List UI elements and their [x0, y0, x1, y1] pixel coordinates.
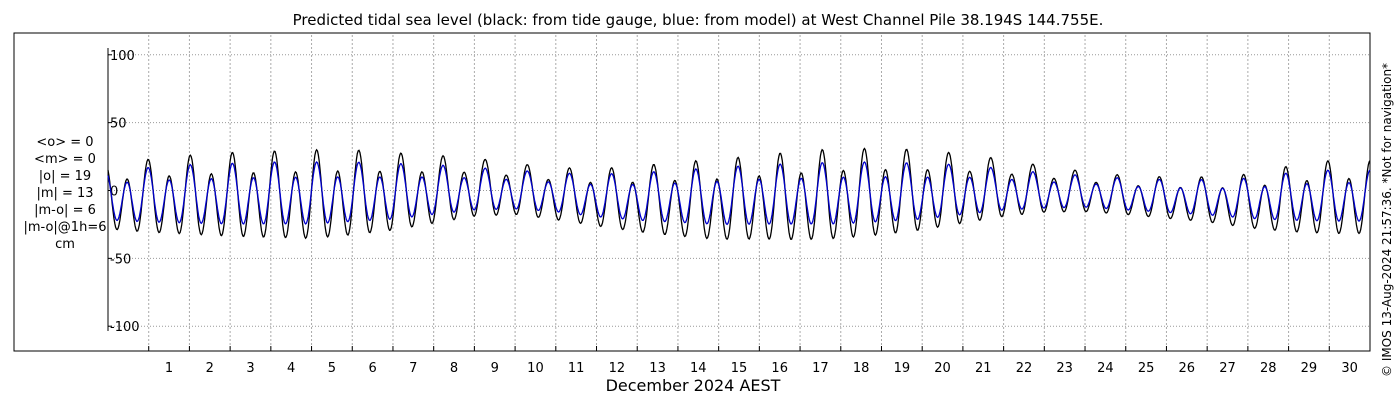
observed-series-line — [107, 147, 1371, 241]
x-tick-label: 23 — [1056, 361, 1073, 376]
x-tick-label: 3 — [246, 361, 254, 376]
x-tick-label: 6 — [368, 361, 376, 376]
x-tick-label: 14 — [690, 361, 707, 376]
x-tick-label: 11 — [568, 361, 585, 376]
statistics-panel: <o> = 0 <m> = 0 |o| = 19 |m| = 13 |m-o| … — [24, 135, 107, 252]
x-tick-label: 1 — [165, 361, 173, 376]
x-tick-label: 25 — [1138, 361, 1155, 376]
y-tick-label: -100 — [110, 320, 140, 335]
y-tick-label: 50 — [110, 117, 127, 132]
x-tick-label: 27 — [1219, 361, 1236, 376]
x-tick-label: 29 — [1301, 361, 1318, 376]
stat-abs-observed: |o| = 19 — [39, 169, 91, 184]
x-axis: 1 2 3 4 5 6 7 8 9 10 11 12 13 14 15 16 17 18 19 20 21 22 23 24 2… — [148, 346, 1358, 376]
x-tick-label: 8 — [450, 361, 458, 376]
y-tick-label: 100 — [110, 49, 135, 64]
x-tick-label: 26 — [1179, 361, 1196, 376]
x-tick-label: 16 — [771, 361, 788, 376]
y-tick-label: 0 — [110, 185, 118, 200]
x-tick-label: 5 — [328, 361, 336, 376]
stat-mean-observed: <o> = 0 — [36, 135, 93, 150]
x-tick-label: 17 — [812, 361, 829, 376]
y-tick-label: -50 — [110, 252, 131, 267]
x-tick-label: 20 — [934, 361, 951, 376]
stat-abs-model: |m| = 13 — [36, 186, 93, 201]
x-tick-label: 12 — [609, 361, 626, 376]
model-series-line — [107, 161, 1371, 226]
stat-abs-diff: |m-o| = 6 — [34, 203, 96, 218]
x-tick-label: 7 — [409, 361, 417, 376]
x-tick-label: 13 — [649, 361, 666, 376]
x-tick-label: 19 — [894, 361, 911, 376]
x-tick-label: 18 — [853, 361, 870, 376]
x-tick-label: 24 — [1097, 361, 1114, 376]
x-tick-label: 10 — [527, 361, 544, 376]
outer-frame — [13, 32, 1371, 352]
x-axis-label: December 2024 AEST — [606, 376, 781, 395]
stat-mean-model: <m> = 0 — [34, 152, 96, 167]
x-tick-label: 15 — [731, 361, 748, 376]
x-tick-label: 2 — [206, 361, 214, 376]
series-lines — [107, 147, 1371, 241]
grid-lines — [108, 35, 1370, 350]
chart-title: Predicted tidal sea level (black: from t… — [293, 11, 1104, 29]
y-axis: -100 -50 0 50 100 — [107, 48, 140, 335]
stat-abs-diff-1h: |m-o|@1h=6 — [24, 220, 107, 235]
x-tick-label: 22 — [1016, 361, 1033, 376]
x-tick-label: 21 — [975, 361, 992, 376]
x-tick-label: 4 — [287, 361, 295, 376]
x-tick-label: 9 — [491, 361, 499, 376]
copyright-note: © IMOS 13-Aug-2024 21:57:36. *Not for na… — [1380, 63, 1394, 377]
x-tick-label: 30 — [1341, 361, 1358, 376]
x-tick-label: 28 — [1260, 361, 1277, 376]
stat-unit: cm — [55, 237, 75, 252]
